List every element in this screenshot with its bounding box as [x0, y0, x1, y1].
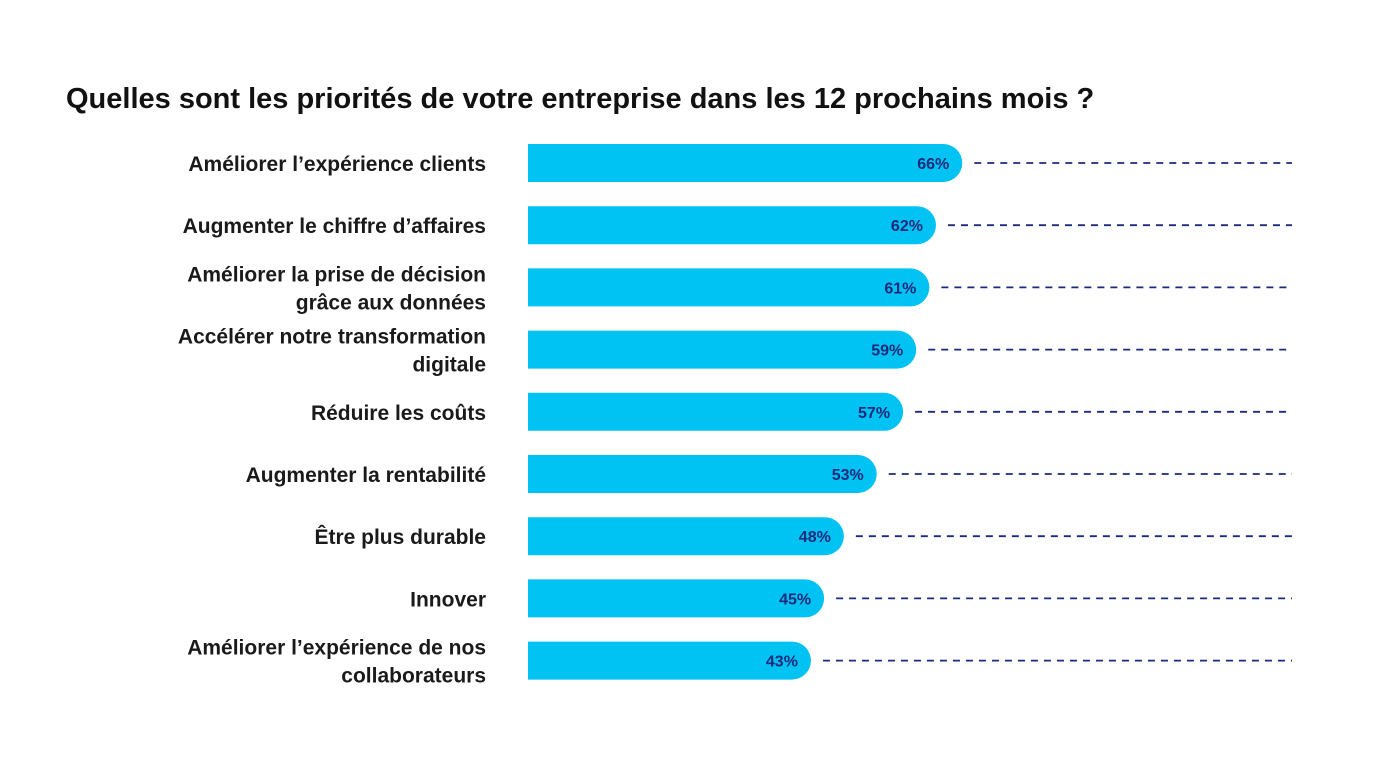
bar-rows: 66% Améliorer l’expérience clients 62% Augm… — [178, 144, 1292, 688]
bar — [528, 268, 930, 307]
bar — [528, 392, 904, 431]
value-label: 43% — [766, 654, 798, 671]
bar — [528, 330, 917, 369]
category-label: Améliorer la prise de décision — [187, 263, 486, 286]
value-label: 62% — [891, 218, 923, 235]
value-label: 61% — [884, 280, 916, 297]
chart-title: Quelles sont les priorités de votre entr… — [66, 83, 1094, 115]
bar — [528, 641, 811, 680]
category-label: Accélérer notre transformation — [178, 326, 486, 349]
value-label: 53% — [832, 467, 864, 484]
bar — [528, 455, 877, 493]
value-label: 57% — [858, 405, 890, 422]
bar — [528, 579, 825, 618]
category-label: Réduire les coûts — [311, 402, 486, 425]
category-label: Augmenter la rentabilité — [246, 464, 486, 487]
category-label: grâce aux données — [296, 291, 486, 314]
value-label: 66% — [917, 156, 949, 173]
value-label: 59% — [871, 343, 903, 360]
bar — [528, 144, 963, 182]
category-label: Être plus durable — [314, 525, 486, 549]
bar — [528, 517, 844, 556]
value-label: 48% — [799, 529, 831, 546]
category-label: Augmenter le chiffre d’affaires — [183, 215, 486, 238]
category-label: digitale — [412, 354, 486, 377]
bar — [528, 206, 936, 245]
category-label: Améliorer l’expérience de nos — [187, 637, 486, 660]
value-label: 45% — [779, 591, 811, 608]
category-label: Améliorer l’expérience clients — [188, 153, 486, 176]
category-label: Innover — [410, 588, 486, 611]
category-label: collaborateurs — [341, 665, 486, 688]
